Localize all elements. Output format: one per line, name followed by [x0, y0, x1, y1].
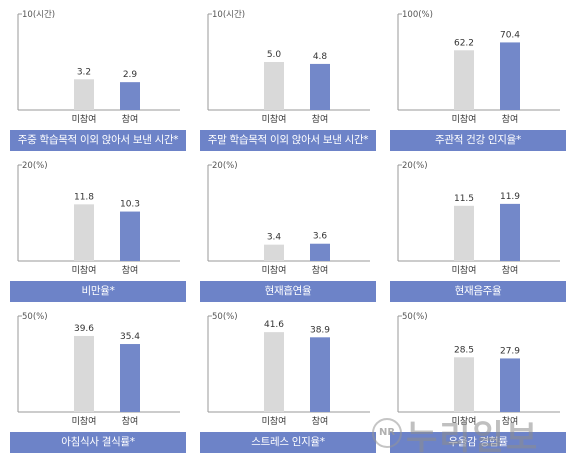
y-max-label: 50(%): [212, 312, 238, 322]
chart-caption: 주관적 건강 인지율*: [390, 130, 566, 151]
value-label: 3.4: [267, 233, 282, 243]
category-label: 미참여: [262, 113, 287, 125]
category-label: 미참여: [72, 264, 97, 276]
category-label: 참여: [122, 113, 139, 125]
chart-caption: 우울감 경험률: [390, 432, 566, 453]
bar-participant: [120, 344, 140, 412]
y-max-label: 50(%): [402, 312, 428, 322]
y-max-label: 10(시간): [22, 9, 55, 20]
value-label: 11.9: [500, 192, 520, 202]
bar-non-participant: [74, 204, 94, 261]
y-max-label: 20(%): [22, 161, 48, 171]
chart-caption: 현재흡연율: [200, 281, 376, 302]
bar-chart: 50(%) 28.5 미참여 27.9 참여: [397, 312, 560, 427]
category-label: 참여: [312, 113, 329, 125]
y-max-label: 20(%): [212, 161, 238, 171]
y-max-label: 10(시간): [212, 9, 245, 20]
bar-chart: 100(%) 62.2 미참여 70.4 참여: [397, 10, 560, 125]
chart-caption: 스트레스 인지율*: [200, 432, 376, 453]
bar-non-participant: [454, 50, 474, 110]
category-label: 참여: [502, 113, 519, 125]
value-label: 3.6: [313, 232, 328, 242]
bar-participant: [310, 337, 330, 412]
bar-chart: 10(시간) 5.0 미참여 4.8 참여: [207, 9, 370, 125]
value-label: 62.2: [454, 38, 474, 48]
value-label: 27.9: [500, 346, 520, 356]
category-label: 참여: [122, 415, 139, 427]
bar-participant: [310, 63, 330, 110]
value-label: 11.5: [454, 194, 474, 204]
bar-non-participant: [74, 79, 94, 110]
y-max-label: 20(%): [402, 161, 428, 171]
bar-chart: 20(%) 11.8 미참여 10.3 참여: [17, 161, 180, 276]
y-max-label: 100(%): [402, 10, 433, 20]
bar-participant: [120, 211, 140, 261]
category-label: 미참여: [452, 264, 477, 276]
value-label: 70.4: [500, 30, 520, 40]
value-label: 2.9: [123, 70, 138, 80]
bar-chart: 10(시간) 3.2 미참여 2.9 참여: [17, 9, 180, 125]
bar-non-participant: [454, 205, 474, 261]
bar-chart: 50(%) 41.6 미참여 38.9 참여: [207, 312, 370, 427]
value-label: 3.2: [77, 67, 91, 77]
bar-non-participant: [264, 332, 284, 412]
bar-non-participant: [264, 62, 284, 110]
value-label: 35.4: [120, 332, 140, 342]
value-label: 28.5: [454, 345, 474, 355]
bar-non-participant: [264, 244, 284, 261]
chart-caption: 주중 학습목적 이외 앉아서 보낸 시간*: [10, 130, 186, 151]
category-label: 참여: [502, 264, 519, 276]
category-label: 미참여: [262, 264, 287, 276]
category-label: 참여: [312, 415, 329, 427]
value-label: 41.6: [264, 320, 284, 330]
category-label: 미참여: [452, 113, 477, 125]
category-label: 참여: [122, 264, 139, 276]
bar-participant: [310, 243, 330, 261]
chart-caption: 현재음주율: [390, 281, 566, 302]
category-label: 미참여: [72, 113, 97, 125]
bar-participant: [120, 82, 140, 110]
bar-participant: [500, 358, 520, 412]
bar-chart: 20(%) 3.4 미참여 3.6 참여: [207, 161, 370, 276]
bar-chart: 20(%) 11.5 미참여 11.9 참여: [397, 161, 560, 276]
value-label: 10.3: [120, 200, 140, 210]
chart-caption: 아침식사 결식률*: [10, 432, 186, 453]
category-label: 미참여: [72, 415, 97, 427]
value-label: 5.0: [267, 50, 282, 60]
value-label: 4.8: [313, 52, 328, 62]
bar-participant: [500, 203, 520, 261]
category-label: 참여: [502, 415, 519, 427]
category-label: 미참여: [262, 415, 287, 427]
y-max-label: 50(%): [22, 312, 48, 322]
bar-non-participant: [454, 357, 474, 412]
value-label: 39.6: [74, 324, 94, 334]
chart-caption: 주말 학습목적 이외 앉아서 보낸 시간*: [200, 130, 376, 151]
value-label: 38.9: [310, 325, 330, 335]
chart-caption: 비만율*: [10, 281, 186, 302]
bar-non-participant: [74, 335, 94, 412]
value-label: 11.8: [74, 192, 94, 202]
bar-participant: [500, 42, 520, 110]
category-label: 참여: [312, 264, 329, 276]
bar-chart: 50(%) 39.6 미참여 35.4 참여: [17, 312, 180, 427]
category-label: 미참여: [452, 415, 477, 427]
